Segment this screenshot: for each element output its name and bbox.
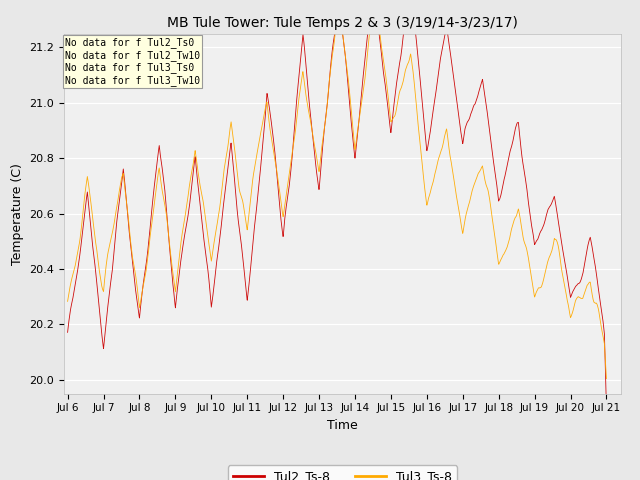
Title: MB Tule Tower: Tule Temps 2 & 3 (3/19/14-3/23/17): MB Tule Tower: Tule Temps 2 & 3 (3/19/14… [167, 16, 518, 30]
Legend: Tul2_Ts-8, Tul3_Ts-8: Tul2_Ts-8, Tul3_Ts-8 [228, 465, 457, 480]
Text: No data for f Tul2_Ts0
No data for f Tul2_Tw10
No data for f Tul3_Ts0
No data fo: No data for f Tul2_Ts0 No data for f Tul… [65, 37, 200, 85]
Y-axis label: Temperature (C): Temperature (C) [11, 163, 24, 264]
X-axis label: Time: Time [327, 419, 358, 432]
